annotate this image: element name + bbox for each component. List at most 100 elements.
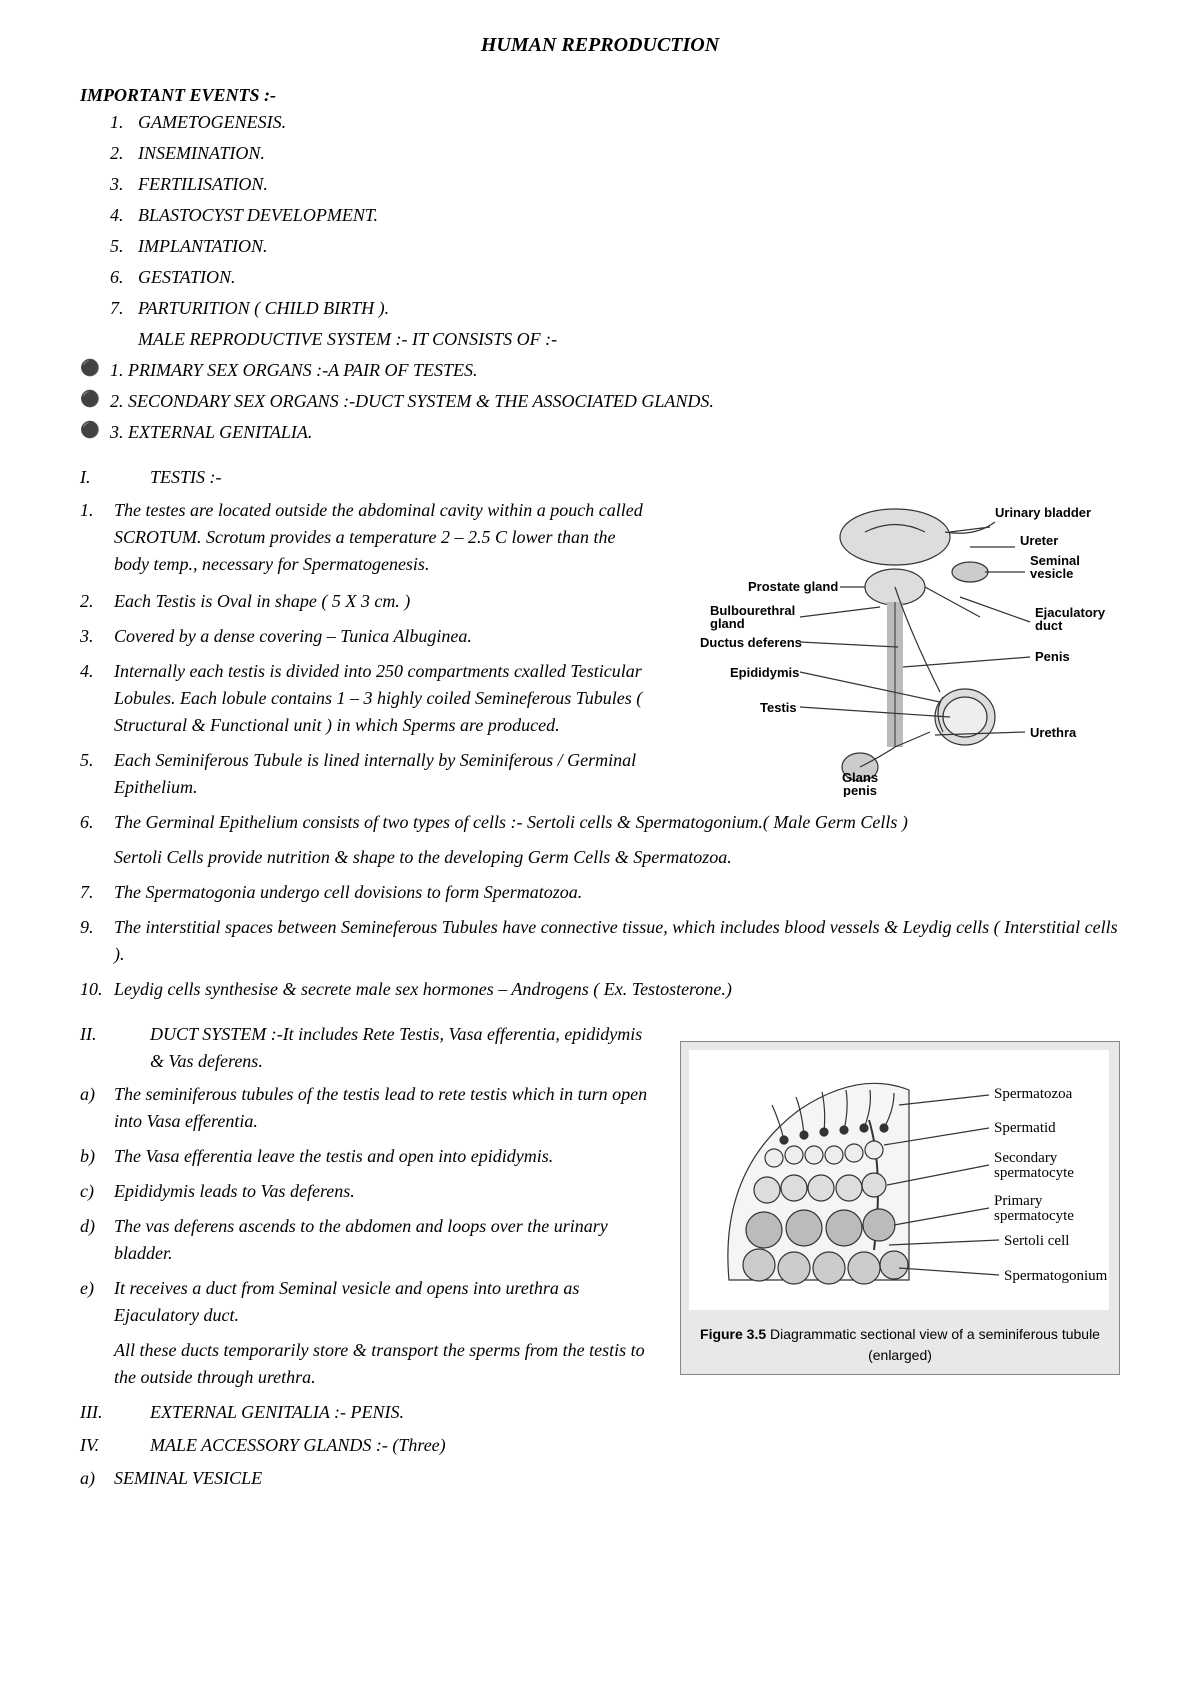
section-iv-heading: IV. MALE ACCESSORY GLANDS :- (Three) [80,1432,1120,1459]
bullet-icon: ⚫ [80,419,110,446]
event-text: INSEMINATION. [138,140,265,167]
duct-points: a)The seminiferous tubules of the testis… [80,1081,660,1329]
male-repro-bullets: ⚫1. PRIMARY SEX ORGANS :-A PAIR OF TESTE… [80,357,1120,446]
event-num: 1. [110,109,138,136]
male-repro-intro: MALE REPRODUCTIVE SYSTEM :- IT CONSISTS … [138,326,557,353]
point-num: a) [80,1081,114,1135]
event-text: GAMETOGENESIS. [138,109,286,136]
label-spermatid: Spermatid [994,1120,1056,1136]
event-text: IMPLANTATION. [138,233,268,260]
label-primary: Primaryspermatocyte [994,1193,1074,1224]
point-text: Each Testis is Oval in shape ( 5 X 3 cm.… [114,588,650,615]
caption-rest: Diagrammatic sectional view of a seminif… [766,1326,1100,1363]
point-text: Sertoli Cells provide nutrition & shape … [114,844,1120,871]
label-prostate: Prostate gland [748,579,838,594]
point-num: 4. [80,658,114,739]
testis-points-full: 6.The Germinal Epithelium consists of tw… [80,809,1120,1003]
seminiferous-diagram: Spermatozoa Spermatid Secondaryspermatoc… [680,1041,1120,1399]
point-num: 10. [80,976,114,1003]
point-text: The seminiferous tubules of the testis l… [114,1081,660,1135]
male-repro-svg: Urinary bladder Ureter Seminalvesicle Pr… [670,497,1120,797]
label-secondary: Secondaryspermatocyte [994,1150,1074,1181]
label-ureter: Ureter [1020,533,1058,548]
event-text: PARTURITION ( CHILD BIRTH ). [138,295,389,322]
point-text: Leydig cells synthesise & secrete male s… [114,976,1120,1003]
figure-caption: Figure 3.5 Diagrammatic sectional view o… [689,1324,1111,1366]
section-iii-heading: III. EXTERNAL GENITALIA :- PENIS. [80,1399,1120,1426]
point-text: Internally each testis is divided into 2… [114,658,650,739]
caption-bold: Figure 3.5 [700,1326,766,1342]
point-text: The vas deferens ascends to the abdomen … [114,1213,660,1267]
events-list: 1.GAMETOGENESIS. 2.INSEMINATION. 3.FERTI… [80,109,1120,353]
duct-tail: All these ducts temporarily store & tran… [80,1337,660,1391]
roman-num: IV. [80,1432,150,1459]
point-text: The Germinal Epithelium consists of two … [114,809,1120,836]
event-num: 2. [110,140,138,167]
roman-text: EXTERNAL GENITALIA :- PENIS. [150,1399,404,1426]
point-num: b) [80,1143,114,1170]
bullet-icon: ⚫ [80,357,110,384]
point-text: The testes are located outside the abdom… [114,497,650,578]
glands-list: a)SEMINAL VESICLE [80,1465,1120,1492]
label-spermatogonium: Spermatogonium [1004,1268,1108,1284]
page-title: HUMAN REPRODUCTION [80,30,1120,60]
point-num: 2. [80,588,114,615]
bullet-text: 3. EXTERNAL GENITALIA. [110,419,312,446]
roman-text: DUCT SYSTEM :-It includes Rete Testis, V… [150,1021,660,1075]
label-sertoli: Sertoli cell [1004,1233,1069,1249]
point-text: The Spermatogonia undergo cell dovisions… [114,879,1120,906]
blank-num [110,326,138,353]
event-num: 6. [110,264,138,291]
point-text: The Vasa efferentia leave the testis and… [114,1143,660,1170]
point-text: Each Seminiferous Tubule is lined intern… [114,747,650,801]
point-num: 1. [80,497,114,578]
label-bulbo: Bulbourethralgland [710,603,795,631]
point-num: 7. [80,879,114,906]
event-num: 7. [110,295,138,322]
point-num: 9. [80,914,114,968]
label-testis: Testis [760,700,797,715]
label-seminal-vesicle: Seminalvesicle [1030,553,1080,581]
section-ii-heading: II. DUCT SYSTEM :-It includes Rete Testi… [80,1021,660,1075]
point-num: 6. [80,809,114,836]
event-num: 5. [110,233,138,260]
label-spermatozoa: Spermatozoa [994,1086,1073,1102]
point-num: 3. [80,623,114,650]
label-ejac: Ejaculatoryduct [1035,605,1106,633]
label-penis: Penis [1035,649,1070,664]
point-text: Covered by a dense covering – Tunica Alb… [114,623,650,650]
event-text: BLASTOCYST DEVELOPMENT. [138,202,378,229]
event-text: GESTATION. [138,264,236,291]
event-text: FERTILISATION. [138,171,268,198]
point-text: It receives a duct from Seminal vesicle … [114,1275,660,1329]
male-repro-diagram: Urinary bladder Ureter Seminalvesicle Pr… [670,497,1120,809]
roman-text: TESTIS :- [150,464,222,491]
testis-points: 1.The testes are located outside the abd… [80,497,650,801]
point-num: d) [80,1213,114,1267]
roman-num: II. [80,1021,150,1075]
roman-num: I. [80,464,150,491]
bullet-text: 2. SECONDARY SEX ORGANS :-DUCT SYSTEM & … [110,388,714,415]
seminiferous-svg: Spermatozoa Spermatid Secondaryspermatoc… [689,1050,1109,1310]
point-text: The interstitial spaces between Seminefe… [114,914,1120,968]
point-num [80,844,114,871]
point-text: Epididymis leads to Vas deferens. [114,1178,660,1205]
label-urinary-bladder: Urinary bladder [995,505,1091,520]
point-num: c) [80,1178,114,1205]
label-urethra: Urethra [1030,725,1077,740]
label-epididymis: Epididymis [730,665,799,680]
event-num: 3. [110,171,138,198]
roman-text: MALE ACCESSORY GLANDS :- (Three) [150,1432,446,1459]
events-heading: IMPORTANT EVENTS :- [80,82,1120,109]
bullet-text: 1. PRIMARY SEX ORGANS :-A PAIR OF TESTES… [110,357,477,384]
point-num: a) [80,1465,114,1492]
bullet-icon: ⚫ [80,388,110,415]
label-glans: Glanspenis [842,770,878,797]
point-num: 5. [80,747,114,801]
point-text: SEMINAL VESICLE [114,1465,1120,1492]
point-num: e) [80,1275,114,1329]
label-ductus: Ductus deferens [700,635,802,650]
roman-num: III. [80,1399,150,1426]
event-num: 4. [110,202,138,229]
section-i-heading: I. TESTIS :- [80,464,1120,491]
